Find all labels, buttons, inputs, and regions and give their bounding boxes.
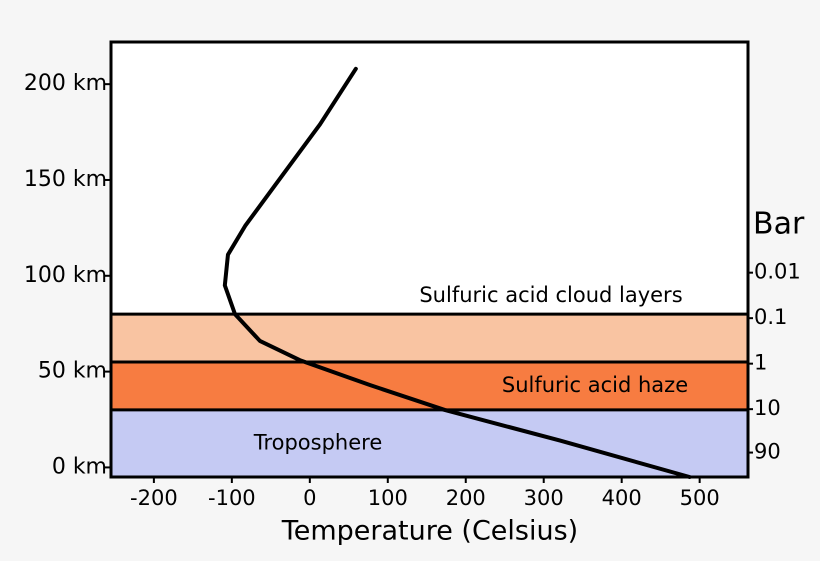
plot-frame [109, 40, 750, 479]
bands: Sulfuric acid cloud layers Sulfuric acid … [111, 283, 748, 477]
x-tick-label: -200 [130, 486, 178, 510]
y-tick-label: 100 km [24, 263, 107, 288]
y2-tick-label: 0.1 [754, 305, 787, 329]
temperature-line [222, 66, 692, 479]
y2-tick-label: 0.01 [754, 260, 801, 284]
band-label: Troposphere [253, 430, 383, 454]
x-tick-label: 0 [303, 486, 316, 510]
y2-tick-label: 1 [754, 351, 767, 375]
x-tick-label: -100 [208, 486, 256, 510]
x-tick-label: 300 [524, 486, 564, 510]
band [111, 314, 748, 363]
x-axis-label: Temperature (Celsius) [281, 516, 578, 547]
band-label: Sulfuric acid cloud layers [419, 283, 682, 307]
band-label: Sulfuric acid haze [502, 373, 688, 397]
y-tick-label: 50 km [38, 359, 107, 384]
x-tick-label: 100 [368, 486, 408, 510]
y-tick-label: 0 km [52, 454, 107, 479]
marks [222, 66, 692, 479]
y2-tick-label: 90 [754, 440, 781, 464]
y2-axis-label: Bar [753, 207, 805, 242]
band [111, 362, 748, 410]
x-tick-label: 200 [446, 486, 486, 510]
x-tick-label: 400 [602, 486, 642, 510]
x-tick-label: 500 [680, 486, 720, 510]
band [111, 409, 748, 477]
y2-tick-label: 10 [754, 396, 781, 420]
y-tick-label: 200 km [24, 71, 107, 96]
y-tick-label: 150 km [24, 167, 107, 192]
